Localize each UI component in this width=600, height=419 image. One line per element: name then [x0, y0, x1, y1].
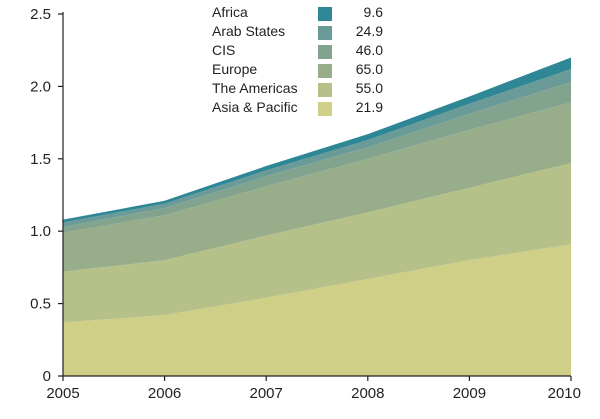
legend-swatch [318, 7, 332, 21]
legend-label: Arab States [212, 23, 285, 39]
y-tick-label: 0 [43, 368, 51, 385]
legend-swatch [318, 83, 332, 97]
legend-value: 65.0 [356, 61, 383, 77]
legend-label: Africa [212, 4, 248, 20]
x-tick-label: 2005 [46, 385, 79, 402]
x-tick-label: 2006 [148, 385, 181, 402]
legend-item-asia-and-pacific: Asia & Pacific 21.9 [212, 99, 383, 116]
legend-item-europe: Europe 65.0 [212, 61, 383, 78]
x-tick-label: 2007 [250, 385, 283, 402]
legend-label: The Americas [212, 80, 298, 96]
legend-item-africa: Africa 9.6 [212, 4, 383, 21]
area-cis [63, 82, 571, 233]
legend-item-arab-states: Arab States 24.9 [212, 23, 383, 40]
y-tick-label: 1.5 [30, 151, 51, 168]
legend-swatch [318, 64, 332, 78]
area-the-americas [63, 163, 571, 323]
legend-value: 9.6 [364, 4, 384, 20]
area-europe [63, 102, 571, 272]
legend-value: 21.9 [356, 99, 383, 115]
y-tick-label: 2.5 [30, 6, 51, 23]
x-tick-label: 2008 [351, 385, 384, 402]
legend-swatch [318, 45, 332, 59]
x-tick-label: 2009 [453, 385, 486, 402]
x-tick-label: 2010 [548, 385, 581, 402]
legend-value: 55.0 [356, 80, 383, 96]
y-tick-label: 1.0 [30, 223, 51, 240]
legend-swatch [318, 102, 332, 116]
legend-label: CIS [212, 42, 235, 58]
area-asia-and-pacific [63, 244, 571, 376]
legend-value: 24.9 [356, 23, 383, 39]
y-tick-label: 0.5 [30, 296, 51, 313]
axes-layer: 0 0.5 1.0 1.5 2.0 2.5 2005 2006 2007 2008 2009 2010 [30, 6, 581, 402]
legend-swatch [318, 26, 332, 40]
areas-layer [63, 57, 571, 376]
legend-value: 46.0 [356, 42, 383, 58]
y-tick-label: 2.0 [30, 78, 51, 95]
legend-label: Asia & Pacific [212, 99, 298, 115]
legend-label: Europe [212, 61, 257, 77]
legend-item-cis: CIS 46.0 [212, 42, 383, 59]
legend: Africa 9.6 Arab States 24.9 CIS 46.0 Europe 65.… [212, 4, 383, 116]
legend-item-the-americas: The Americas 55.0 [212, 80, 383, 97]
